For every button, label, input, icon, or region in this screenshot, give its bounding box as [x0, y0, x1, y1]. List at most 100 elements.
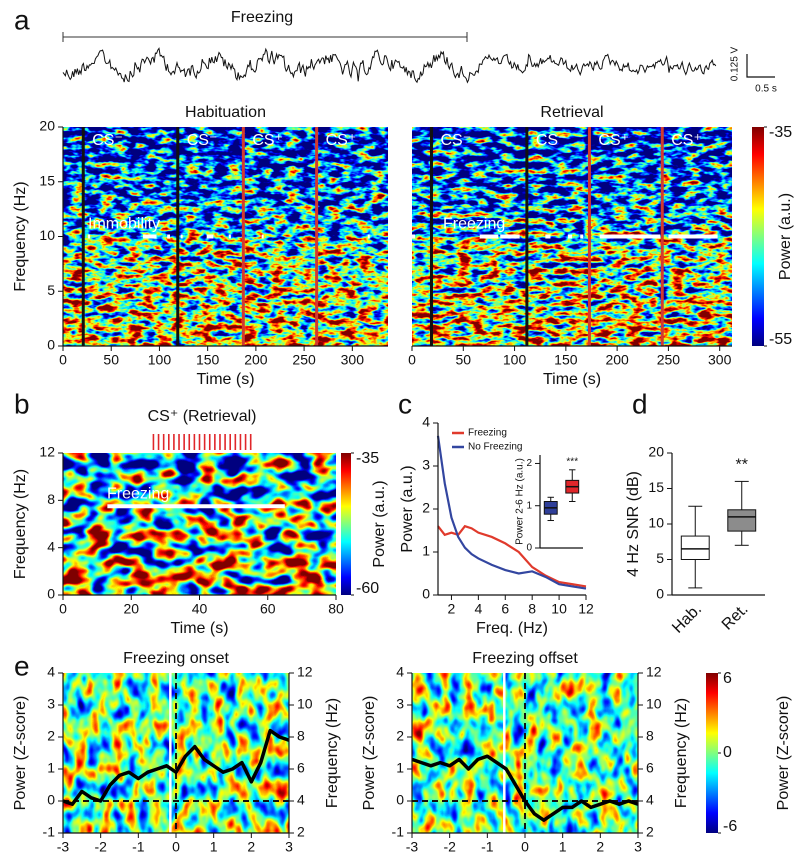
colorbar-tick-label: -35	[356, 450, 379, 467]
y-tick-label: 1	[526, 500, 532, 511]
y-tick-label: 2	[47, 728, 55, 744]
x-tick-label: 2	[448, 601, 456, 617]
colorbar	[752, 127, 764, 346]
bout-annotation: Freezing	[107, 485, 169, 502]
y-axis-label: Power 2-6 Hz (a.u.)	[515, 458, 526, 545]
panel-letter: a	[14, 4, 30, 35]
panel-letter: b	[14, 388, 30, 419]
y-tick-label: 0	[47, 792, 55, 808]
y2-tick-label: 4	[297, 792, 305, 808]
significance: ***	[566, 456, 578, 467]
cs-label: CS⁻	[440, 132, 471, 149]
x-tick-label: 1	[210, 839, 218, 854]
y-tick-label: 5	[47, 282, 55, 298]
y-tick-label: 0	[396, 792, 404, 808]
box	[680, 535, 710, 561]
colorbar-tick-label: 0	[723, 744, 732, 761]
x-tick-label: 50	[103, 352, 119, 368]
colorbar-tick-label: -60	[356, 580, 379, 597]
y-tick-label: 20	[39, 118, 55, 134]
x-axis-label: Freq. (Hz)	[476, 620, 548, 637]
heat-texture	[63, 453, 336, 595]
x-tick-label: 200	[605, 352, 629, 368]
x-tick-label: 0	[59, 352, 67, 368]
y2-tick-label: 2	[646, 824, 654, 840]
y-tick-label: 0	[422, 586, 430, 602]
x-tick-label: 300	[708, 352, 732, 368]
x-tick-label: -2	[443, 839, 456, 854]
x-tick-label: -3	[57, 839, 70, 854]
x-tick-label: 12	[578, 601, 594, 617]
significance: **	[736, 457, 748, 474]
x-tick-label: 0	[172, 839, 180, 854]
y-tick-label: 0	[656, 586, 664, 602]
scale-bar	[746, 54, 775, 78]
x-tick-label: 60	[260, 601, 276, 617]
y-tick-label: 4	[47, 664, 55, 680]
bout-annotation: Freezing	[443, 216, 505, 233]
y-tick-label: 2	[526, 458, 532, 469]
colorbar-tick-label: -35	[769, 124, 792, 141]
cs-label: CS⁺	[671, 132, 702, 149]
heat-texture	[63, 127, 388, 346]
colorbar-label: Power (Z-score)	[775, 696, 792, 811]
cs-label: CS⁺	[252, 132, 283, 149]
y2-tick-label: 10	[646, 696, 662, 712]
lfp-trace	[62, 47, 717, 84]
x-tick-label: 250	[292, 352, 316, 368]
annotation: Freezing	[231, 9, 293, 26]
y-tick-label: 8	[47, 491, 55, 507]
x-tick-label: 0	[408, 352, 416, 368]
x-tick-label: 3	[634, 839, 642, 854]
x-tick-label: 3	[285, 839, 293, 854]
x-tick-label: -3	[406, 839, 419, 854]
cs-label: CS⁻	[187, 132, 218, 149]
annotation-bracket	[62, 32, 468, 42]
y-axis-label: Frequency (Hz)	[12, 469, 29, 579]
x-tick-label: -1	[132, 839, 145, 854]
y2-tick-label: 4	[646, 792, 654, 808]
y-tick-label: 0	[526, 543, 532, 554]
y-tick-label: 12	[39, 444, 55, 460]
x-tick-label: 150	[554, 352, 578, 368]
x-tick-label: 0	[521, 839, 529, 854]
y2-tick-label: 2	[297, 824, 305, 840]
cs-label: CS⁺	[326, 132, 357, 149]
y-tick-label: 2	[422, 500, 430, 516]
colorbar	[706, 673, 718, 833]
x-tick-label: 100	[503, 352, 527, 368]
x-tick-label: 0	[59, 601, 67, 617]
y-tick-label: 3	[47, 696, 55, 712]
series-line	[436, 435, 587, 590]
y-axis-label: Power (a.u.)	[399, 465, 416, 552]
y2-tick-label: 8	[646, 728, 654, 744]
cs-label: CS⁻	[92, 132, 123, 149]
x-tick-label: 2	[596, 839, 604, 854]
x-tick-label: 1	[559, 839, 567, 854]
y-tick-label: 3	[422, 457, 430, 473]
panel-letter: e	[14, 650, 30, 681]
series-line	[411, 754, 639, 822]
x-tick-label: 8	[528, 601, 536, 617]
y2-tick-label: 12	[646, 664, 662, 680]
y-tick-label: 5	[656, 550, 664, 566]
y2-axis-label: Frequency (Hz)	[673, 698, 690, 808]
scale-bar-x-label: 0.5 s	[755, 84, 777, 95]
panel-letter: c	[398, 388, 412, 419]
y-tick-label: 1	[47, 760, 55, 776]
y-tick-label: 4	[47, 538, 55, 554]
y-tick-label: 1	[422, 543, 430, 559]
y-axis-label: 4 Hz SNR (dB)	[625, 471, 642, 577]
y-tick-label: 1	[396, 760, 404, 776]
panel-title: Habituation	[185, 104, 266, 121]
x-tick-label: -1	[481, 839, 494, 854]
legend-label: Freezing	[468, 428, 507, 439]
y-tick-label: 20	[648, 444, 664, 460]
x-tick-label: 10	[551, 601, 567, 617]
series-line	[437, 524, 587, 588]
legend-label: No Freezing	[468, 442, 522, 453]
scale-bar-y-label: 0.125 V	[730, 46, 741, 81]
panel-letter: d	[632, 388, 648, 419]
x-tick-label: 20	[123, 601, 139, 617]
y-tick-label: 4	[396, 664, 404, 680]
